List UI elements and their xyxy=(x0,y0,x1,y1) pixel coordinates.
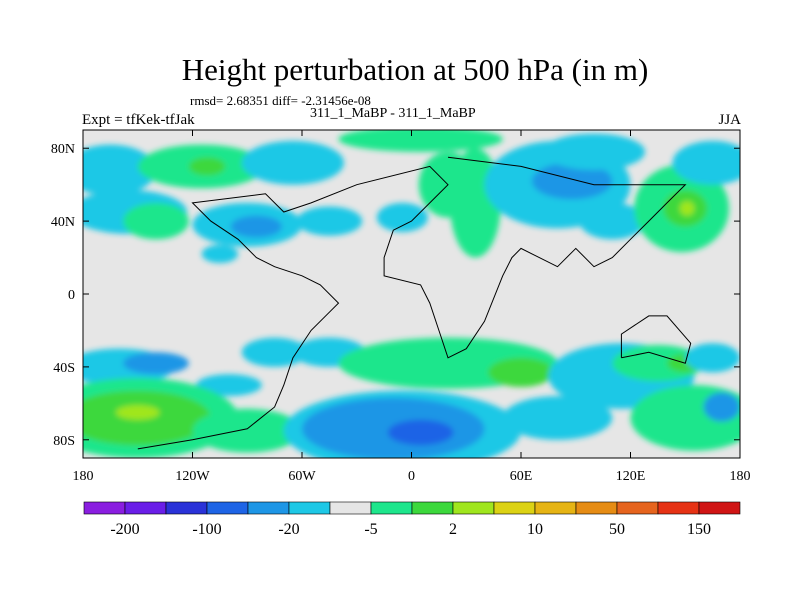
contour-region-9 xyxy=(201,244,239,264)
contour-region-20 xyxy=(679,201,695,216)
x-tick-label: 0 xyxy=(408,469,415,484)
x-tick-label: 60E xyxy=(510,469,533,484)
contour-region-7 xyxy=(230,215,282,238)
contour-region-2 xyxy=(188,157,226,176)
colorbar-box xyxy=(657,501,700,515)
contour-region-10 xyxy=(338,130,503,152)
colorbar-box xyxy=(493,501,536,515)
contour-region-23 xyxy=(123,352,189,375)
colorbar-box xyxy=(370,501,413,515)
y-tick-label: 80S xyxy=(53,434,75,449)
colorbar-label: 150 xyxy=(687,521,711,538)
x-tick-label: 120W xyxy=(175,469,210,484)
contour-region-16 xyxy=(542,133,646,171)
y-tick-label: 40S xyxy=(53,361,75,376)
colorbar: -200 -100 -20 -5 2 10 50 150 xyxy=(83,501,741,538)
contour-region-15 xyxy=(531,162,613,200)
colorbar-box xyxy=(165,501,208,515)
contour-region-36 xyxy=(502,396,613,440)
contour-region-26 xyxy=(196,374,262,397)
colorbar-label: -20 xyxy=(278,521,299,538)
colorbar-box xyxy=(83,501,126,515)
x-tick-label: 180 xyxy=(730,469,751,484)
subtitle: 311_1_MaBP - 311_1_MaBP xyxy=(310,106,476,121)
page-title: Height perturbation at 500 hPa (in m) xyxy=(181,52,649,87)
colorbar-box xyxy=(124,501,167,515)
colorbar-box xyxy=(288,501,331,515)
colorbar-label: -200 xyxy=(110,521,139,538)
contour-region-5 xyxy=(123,202,189,240)
colorbar-box xyxy=(452,501,495,515)
colorbar-label: -100 xyxy=(192,521,221,538)
colorbar-label: -5 xyxy=(364,521,377,538)
map-plot xyxy=(82,129,741,459)
contour-region-29 xyxy=(115,405,160,420)
x-tick-label: 180 xyxy=(73,469,94,484)
contour-region-38 xyxy=(612,345,704,382)
contour-region-8 xyxy=(296,206,363,236)
y-tick-label: 80N xyxy=(51,142,75,157)
colorbar-label: 50 xyxy=(609,521,625,538)
colorbar-box xyxy=(247,501,290,515)
contour-region-24 xyxy=(241,337,308,367)
contour-region-35 xyxy=(387,419,454,446)
contour-region-42 xyxy=(703,392,740,422)
coastline xyxy=(137,156,687,450)
contour-region-17 xyxy=(579,202,646,240)
contour-region-41 xyxy=(630,385,740,451)
x-tick-label: 120E xyxy=(616,469,646,484)
colorbar-box xyxy=(575,501,618,515)
coastline-australia xyxy=(620,315,692,364)
contour-region-0 xyxy=(83,144,156,196)
colorbar-box xyxy=(411,501,454,515)
y-tick-label: 40N xyxy=(51,215,75,230)
contour-region-13 xyxy=(376,202,428,233)
season-label: JJA xyxy=(718,112,741,128)
colorbar-box xyxy=(534,501,577,515)
colorbar-box xyxy=(329,501,372,515)
x-tick-label: 60W xyxy=(288,469,316,484)
colorbar-box xyxy=(698,501,741,515)
colorbar-box xyxy=(616,501,659,515)
axes: 180 120W 60W 0 60E 120E 180 80N 40N 0 40S 80S xyxy=(51,130,751,484)
contour-region-32 xyxy=(488,357,554,387)
y-tick-label: 0 xyxy=(68,288,75,303)
contour-region-40 xyxy=(685,343,740,373)
colorbar-label: 10 xyxy=(527,521,543,538)
contour-region-21 xyxy=(672,140,740,185)
stats-text: rmsd= 2.68351 diff= -2.31456e-08 xyxy=(190,93,371,108)
colorbar-label: 2 xyxy=(449,521,457,538)
contour-region-3 xyxy=(241,140,344,185)
contour-region-30 xyxy=(192,408,302,453)
colorbar-box xyxy=(206,501,249,515)
experiment-label: Expt = tfKek-tfJak xyxy=(82,112,195,128)
